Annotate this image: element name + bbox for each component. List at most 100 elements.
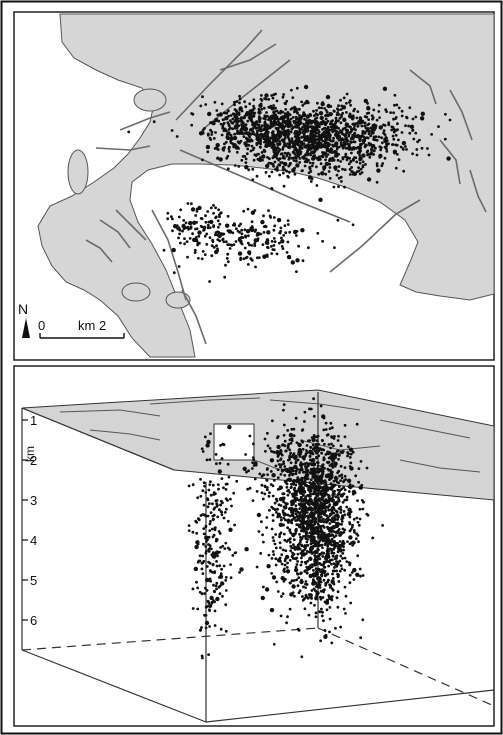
- event-dot: [280, 239, 285, 244]
- event-dot: [191, 607, 195, 610]
- event-dot: [269, 458, 275, 463]
- event-dot: [310, 463, 314, 467]
- event-dot: [315, 138, 319, 141]
- event-dot: [258, 110, 261, 114]
- event-dot: [253, 133, 257, 136]
- event-dot: [298, 455, 302, 458]
- event-dot: [332, 150, 336, 154]
- event-dot: [359, 574, 362, 578]
- event-dot: [257, 123, 261, 127]
- event-dot: [266, 564, 271, 569]
- event-dot: [344, 142, 348, 146]
- event-dot: [290, 521, 294, 525]
- event-dot: [330, 513, 333, 516]
- event-dot: [354, 537, 358, 541]
- event-dot: [339, 505, 342, 509]
- event-dot: [250, 119, 253, 122]
- event-dot: [256, 512, 262, 518]
- event-dot: [303, 154, 306, 158]
- event-dot: [335, 131, 339, 135]
- event-dot: [240, 158, 244, 162]
- event-dot: [326, 545, 330, 548]
- event-dot: [226, 229, 230, 233]
- event-dot: [231, 121, 235, 125]
- event-dot: [319, 538, 322, 542]
- event-dot: [221, 123, 225, 127]
- event-dot: [313, 130, 317, 134]
- event-dot: [281, 492, 285, 496]
- depth-tick-label: 2: [30, 453, 37, 468]
- fault: [95, 145, 151, 151]
- event-dot: [304, 586, 307, 589]
- event-dot: [307, 534, 311, 538]
- event-dot: [270, 131, 274, 135]
- event-dot: [355, 572, 360, 577]
- event-dot: [340, 132, 344, 136]
- event-dot: [314, 585, 318, 588]
- event-dot: [214, 550, 220, 555]
- event-dot: [357, 540, 360, 544]
- event-dot: [285, 479, 289, 482]
- event-dot: [359, 460, 363, 463]
- event-dot: [318, 562, 322, 566]
- event-dot: [356, 110, 360, 113]
- event-dot: [281, 247, 285, 251]
- event-dot: [317, 554, 321, 558]
- event-dot: [330, 464, 334, 468]
- event-dot: [346, 478, 352, 483]
- event-dot: [232, 223, 235, 227]
- event-dot: [271, 513, 275, 517]
- event-dot: [231, 554, 235, 557]
- event-dot: [323, 442, 326, 446]
- event-dot: [162, 248, 166, 252]
- event-dot: [215, 564, 219, 568]
- event-dot: [323, 510, 326, 513]
- event-dot: [402, 141, 405, 145]
- event-dot: [372, 108, 376, 112]
- event-dot: [203, 435, 207, 439]
- event-dot: [337, 481, 340, 485]
- event-dot: [221, 594, 224, 598]
- event-dot: [216, 219, 220, 223]
- event-dot: [279, 448, 283, 452]
- event-dot: [317, 518, 321, 522]
- event-dot: [244, 547, 249, 552]
- event-dot: [184, 226, 188, 230]
- event-dot: [400, 114, 404, 118]
- event-dot: [206, 514, 210, 518]
- event-dot: [321, 481, 324, 485]
- event-dot: [248, 486, 252, 490]
- event-dot: [366, 101, 369, 105]
- event-dot: [295, 523, 299, 526]
- event-dot: [316, 522, 320, 526]
- event-dot: [369, 134, 373, 138]
- event-dot: [269, 483, 273, 486]
- event-dot: [298, 589, 302, 593]
- event-dot: [310, 120, 314, 124]
- event-dot: [213, 147, 217, 150]
- event-dot: [292, 552, 296, 556]
- event-dot: [213, 571, 216, 575]
- event-dot: [323, 502, 327, 506]
- event-dot: [285, 540, 289, 543]
- event-dot: [332, 530, 335, 533]
- event-dot: [231, 231, 235, 235]
- event-dot: [264, 117, 267, 121]
- event-dot: [293, 107, 298, 112]
- event-dot: [310, 545, 313, 549]
- event-dot: [349, 601, 353, 605]
- event-dot: [219, 572, 223, 576]
- event-dot: [203, 234, 207, 238]
- event-dot: [330, 470, 334, 474]
- event-dot: [340, 180, 343, 183]
- event-dot: [309, 601, 313, 605]
- event-dot: [209, 520, 212, 523]
- event-dot: [331, 493, 335, 497]
- event-dot: [238, 108, 242, 112]
- event-dot: [392, 111, 395, 115]
- event-dot: [415, 148, 419, 151]
- fault: [409, 69, 437, 105]
- event-dot: [266, 230, 271, 235]
- event-dot: [307, 246, 310, 250]
- event-dot: [215, 499, 219, 502]
